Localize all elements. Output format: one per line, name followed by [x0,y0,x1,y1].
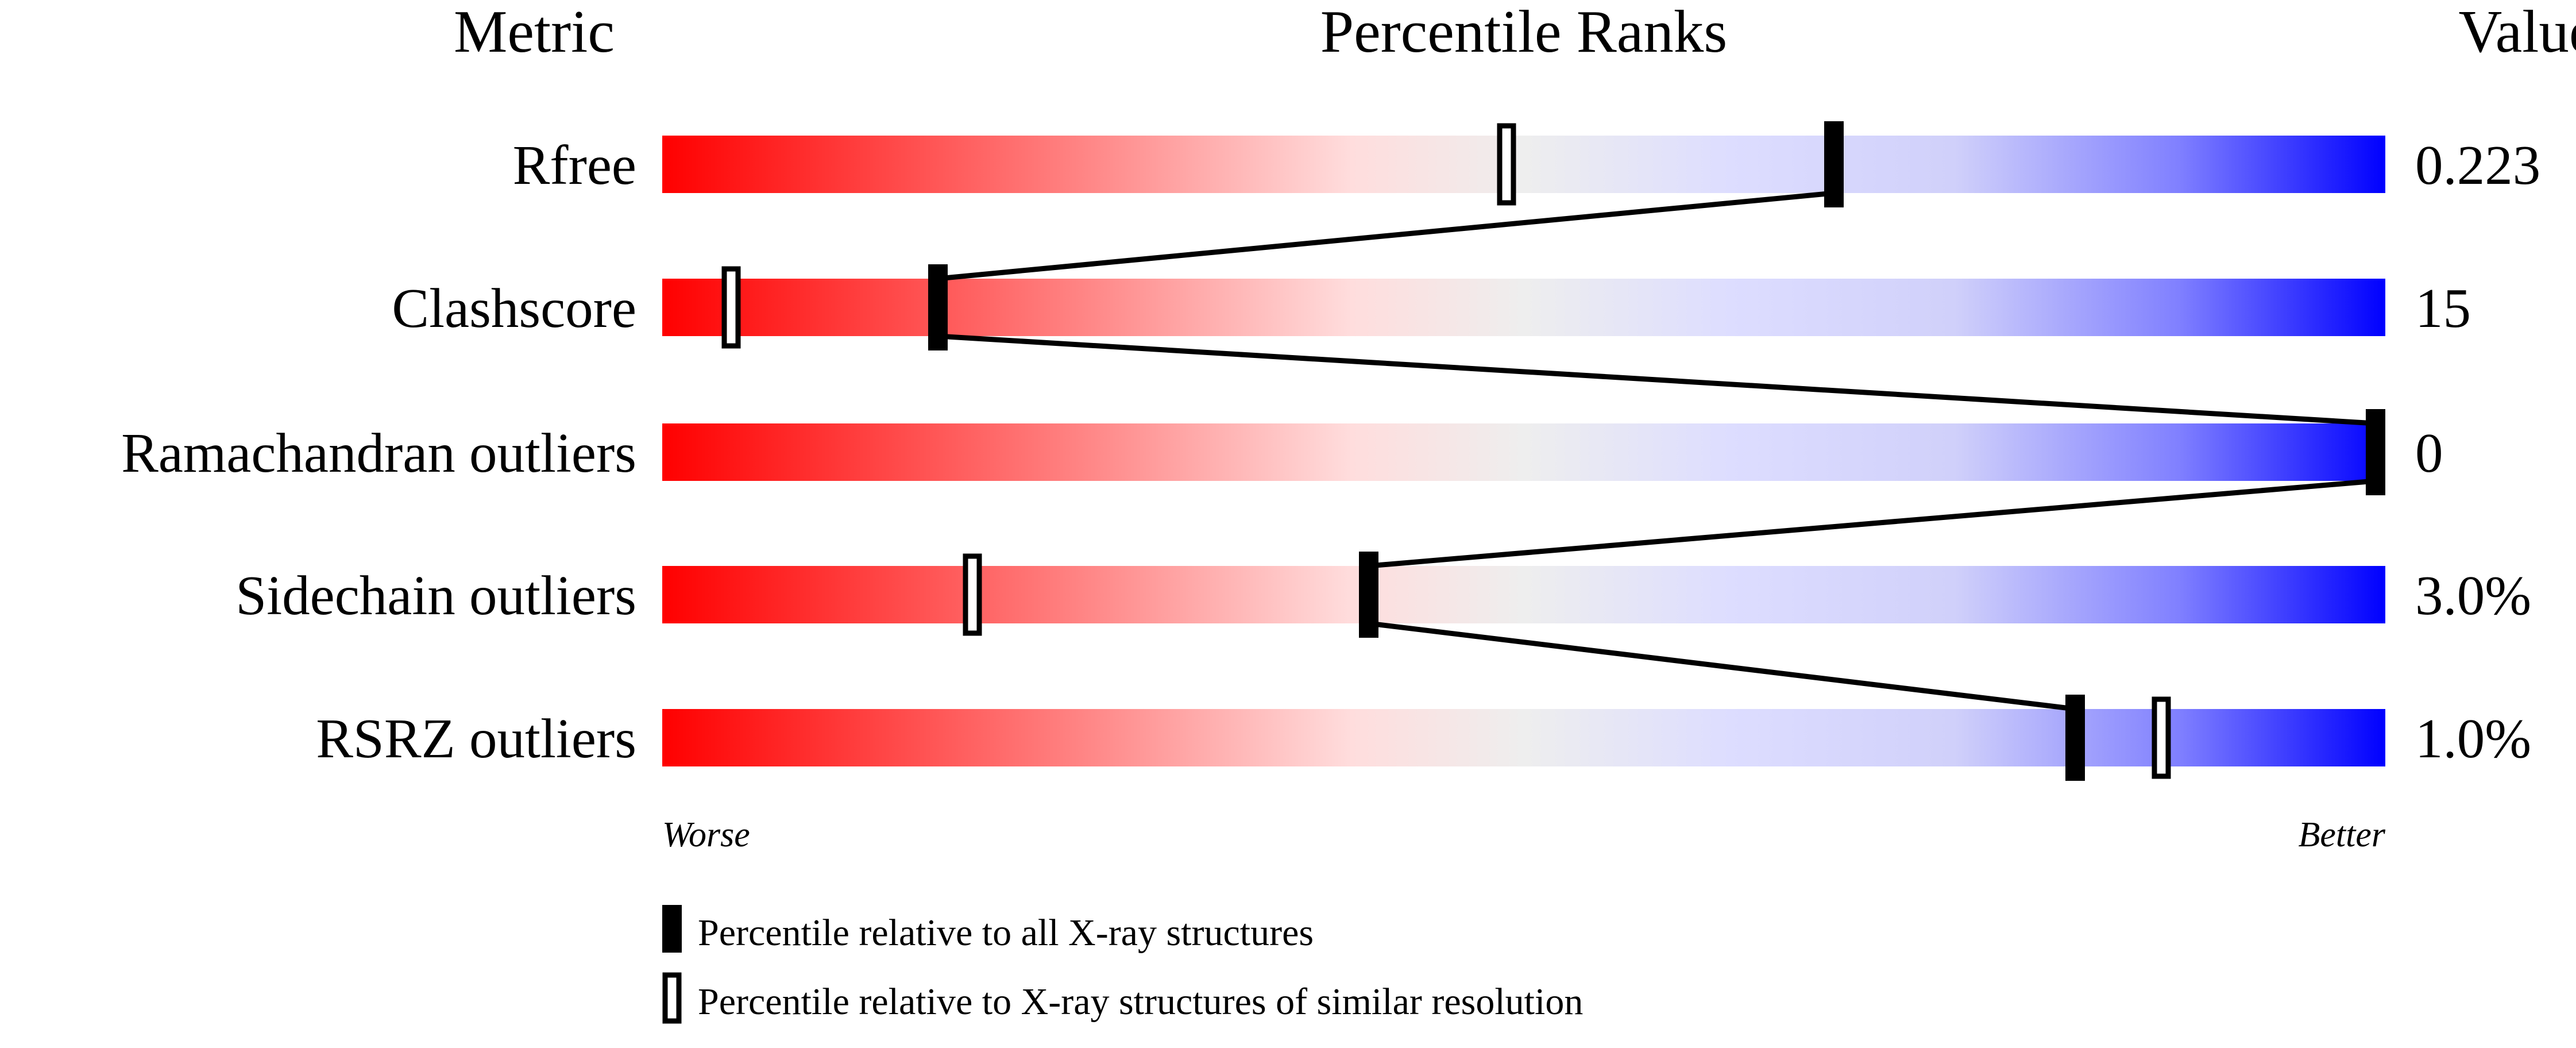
similar-resolution-marker [1497,123,1516,206]
legend-hollow-marker [662,972,682,1024]
metric-value: 0.223 [2415,134,2540,196]
connector-line [1368,478,2376,569]
metric-label: RSRZ outliers [316,708,636,769]
axis-worse-label: Worse [662,815,750,854]
all-structures-marker [928,264,948,350]
header-percentile-ranks: Percentile Ranks [1320,0,1728,65]
metric-label: Sidechain outliers [235,565,636,626]
metric-label: Rfree [513,134,636,196]
similar-resolution-marker [963,553,982,636]
legend-all-label: Percentile relative to all X-ray structu… [698,912,1314,954]
percentile-bar [662,566,2385,623]
axis-better-label: Better [2299,815,2386,854]
connector-line [1368,621,2076,712]
metric-value: 3.0% [2415,565,2531,626]
similar-resolution-marker [721,266,741,349]
all-structures-marker [1824,121,1844,207]
connector-line [937,333,2376,426]
similar-resolution-marker [2152,696,2171,779]
legend-similar-label: Percentile relative to X-ray structures … [698,981,1583,1023]
legend-filled-marker [662,905,682,953]
header-metric: Metric [454,0,615,65]
all-structures-marker [1359,552,1378,638]
percentile-bar [662,423,2385,481]
metric-value: 15 [2415,278,2471,339]
all-structures-marker [2065,695,2085,781]
metric-value: 0 [2415,422,2443,484]
header-value: Value [2458,0,2576,65]
connector-line [937,190,1835,282]
metric-label: Clashscore [392,278,636,339]
all-structures-marker [2366,409,2385,495]
metric-value: 1.0% [2415,708,2531,769]
percentile-bar [662,136,2385,193]
metric-label: Ramachandran outliers [121,422,636,484]
percentile-bar [662,279,2385,336]
percentile-bar [662,709,2385,766]
